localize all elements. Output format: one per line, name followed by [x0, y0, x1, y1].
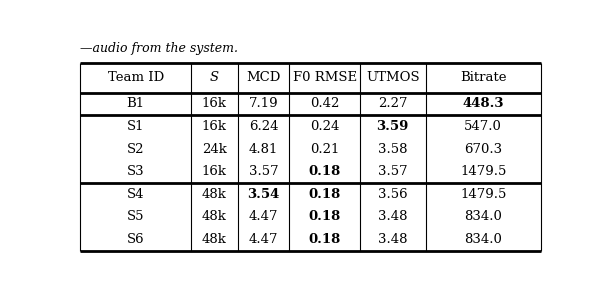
Text: 834.0: 834.0 — [464, 233, 502, 246]
Text: S6: S6 — [127, 233, 144, 246]
Text: 16k: 16k — [202, 165, 227, 178]
Text: 1479.5: 1479.5 — [460, 188, 507, 201]
Text: 3.58: 3.58 — [378, 142, 407, 156]
Text: S1: S1 — [127, 120, 144, 133]
Text: S2: S2 — [127, 142, 144, 156]
Text: 4.81: 4.81 — [249, 142, 278, 156]
Text: 3.59: 3.59 — [376, 120, 409, 133]
Text: 48k: 48k — [202, 188, 227, 201]
Text: 0.21: 0.21 — [310, 142, 339, 156]
Text: 3.57: 3.57 — [249, 165, 278, 178]
Text: 0.18: 0.18 — [308, 233, 341, 246]
Text: 6.24: 6.24 — [249, 120, 278, 133]
Text: 3.57: 3.57 — [378, 165, 408, 178]
Text: 4.47: 4.47 — [249, 233, 278, 246]
Text: 2.27: 2.27 — [378, 97, 407, 110]
Text: 3.48: 3.48 — [378, 211, 407, 223]
Text: 7.19: 7.19 — [249, 97, 278, 110]
Text: F0 RMSE: F0 RMSE — [293, 71, 357, 84]
Text: 0.18: 0.18 — [308, 165, 341, 178]
Text: 3.48: 3.48 — [378, 233, 407, 246]
Text: 1479.5: 1479.5 — [460, 165, 507, 178]
Text: 448.3: 448.3 — [462, 97, 504, 110]
Text: 48k: 48k — [202, 233, 227, 246]
Text: 547.0: 547.0 — [464, 120, 502, 133]
Text: 16k: 16k — [202, 97, 227, 110]
Text: 0.42: 0.42 — [310, 97, 339, 110]
Text: B1: B1 — [127, 97, 145, 110]
Text: —audio from the system.: —audio from the system. — [81, 42, 238, 55]
Text: 0.18: 0.18 — [308, 188, 341, 201]
Text: S5: S5 — [127, 211, 144, 223]
Text: 670.3: 670.3 — [464, 142, 502, 156]
Text: S: S — [210, 71, 219, 84]
Text: 0.18: 0.18 — [308, 211, 341, 223]
Text: 16k: 16k — [202, 120, 227, 133]
Text: Bitrate: Bitrate — [460, 71, 507, 84]
Text: S4: S4 — [127, 188, 144, 201]
Text: 3.56: 3.56 — [378, 188, 408, 201]
Text: MCD: MCD — [247, 71, 281, 84]
Text: UTMOS: UTMOS — [366, 71, 419, 84]
Text: Team ID: Team ID — [107, 71, 164, 84]
Text: 834.0: 834.0 — [464, 211, 502, 223]
Text: 24k: 24k — [202, 142, 227, 156]
Text: 48k: 48k — [202, 211, 227, 223]
Text: 3.54: 3.54 — [247, 188, 280, 201]
Text: S3: S3 — [127, 165, 144, 178]
Text: 4.47: 4.47 — [249, 211, 278, 223]
Text: 0.24: 0.24 — [310, 120, 339, 133]
